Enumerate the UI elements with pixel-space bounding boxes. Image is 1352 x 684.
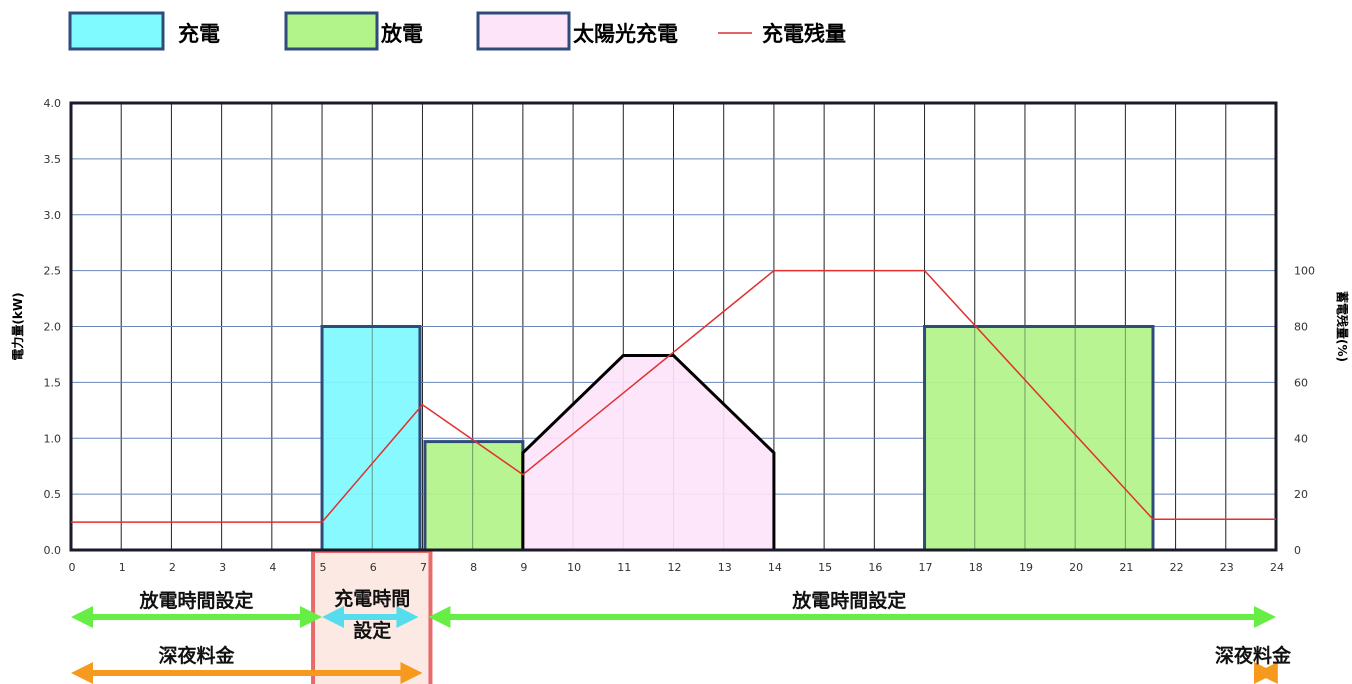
x-tick-label: 23: [1220, 561, 1234, 574]
legend-label: 放電: [380, 22, 423, 46]
y-tick-label: 4.0: [44, 97, 62, 110]
ticks: 0.0 0.5 1.0 1.5 2.0 2.5 3.0 3.5 4.0 0 20 40 60 80 100 0…: [44, 97, 1316, 574]
discharge-bar: [924, 326, 1153, 550]
legend-swatch: [284, 11, 379, 51]
legend-swatch: [476, 11, 571, 51]
y-tick-label: 0.5: [44, 488, 62, 501]
plot-frame: [69, 101, 1278, 552]
y-tick-label: 2.0: [44, 321, 62, 334]
x-tick-label: 4: [269, 561, 276, 574]
y-tick-label: 3.0: [44, 209, 62, 222]
y2-axis-title: 蓄電残量(%): [1335, 291, 1350, 362]
y2-tick-label: 20: [1294, 488, 1308, 501]
band-label: 設定: [353, 619, 391, 642]
discharge-bar: [424, 441, 523, 550]
band-arrow-right-head: [396, 606, 419, 628]
x-tick-label: 1: [119, 561, 126, 574]
band-arrow-left-head: [71, 606, 93, 628]
x-tick-label: 10: [567, 561, 581, 574]
x-tick-label: 22: [1170, 561, 1184, 574]
charge-bar: [322, 326, 420, 550]
x-tick-label: 16: [868, 561, 882, 574]
x-tick-label: 2: [169, 561, 176, 574]
x-tick-label: 19: [1019, 561, 1033, 574]
solar-area: [522, 355, 774, 550]
x-tick-label: 14: [768, 561, 782, 574]
x-tick-label: 18: [969, 561, 983, 574]
x-tick-label: 24: [1270, 561, 1284, 574]
axis-titles: 電力量(kW) 蓄電残量(%): [10, 291, 1350, 362]
legend-swatch: [68, 11, 165, 51]
x-tick-label: 15: [818, 561, 832, 574]
x-tick-label: 8: [470, 561, 477, 574]
x-tick-label: 6: [370, 561, 377, 574]
legend-label: 充電残量: [762, 22, 846, 46]
x-tick-label: 20: [1069, 561, 1083, 574]
band-label: 放電時間設定: [791, 589, 906, 612]
y-tick-label: 3.5: [44, 153, 62, 166]
x-tick-label: 9: [520, 561, 527, 574]
band-arrow-left-head: [428, 606, 451, 628]
legend-label: 太陽光充電: [573, 22, 678, 46]
band-arrow-right-head: [1254, 606, 1276, 628]
band-arrow-right-head: [300, 606, 323, 628]
band-label: 放電時間設定: [139, 589, 254, 612]
x-tick-label: 13: [718, 561, 732, 574]
band-arrow-left-head: [322, 606, 345, 628]
x-tick-label: 11: [617, 561, 631, 574]
y2-tick-label: 40: [1294, 432, 1308, 445]
legend: 充電 放電 太陽光充電 充電残量: [68, 11, 846, 51]
night-arrow-right-head: [400, 662, 423, 684]
band-label: 充電時間: [334, 587, 410, 610]
night-arrow-left-head: [71, 662, 93, 684]
x-tick-label: 0: [69, 561, 76, 574]
y-tick-label: 2.5: [44, 265, 62, 278]
y2-tick-label: 100: [1294, 265, 1315, 278]
x-tick-label: 7: [420, 561, 427, 574]
x-tick-label: 12: [668, 561, 682, 574]
x-tick-label: 21: [1119, 561, 1133, 574]
soc-polyline: [71, 269, 1276, 523]
frame-rect: [69, 101, 1278, 552]
x-tick-label: 17: [919, 561, 933, 574]
legend-label: 充電: [178, 22, 220, 46]
night-arrow-right-head: [1254, 662, 1276, 684]
y2-tick-label: 80: [1294, 321, 1308, 334]
y2-tick-label: 60: [1294, 376, 1308, 389]
y2-tick-label: 0: [1294, 544, 1301, 557]
x-tick-label: 3: [219, 561, 226, 574]
y-tick-label: 1.5: [44, 376, 62, 389]
x-tick-label: 5: [320, 561, 327, 574]
y-axis-title: 電力量(kW): [10, 292, 25, 360]
soc-line: [71, 269, 1276, 523]
y-tick-label: 0.0: [44, 544, 62, 557]
night-label: 深夜料金: [159, 644, 236, 667]
bars: [320, 325, 1155, 552]
night-label: 深夜料金: [1215, 644, 1292, 667]
y-tick-label: 1.0: [44, 432, 62, 445]
